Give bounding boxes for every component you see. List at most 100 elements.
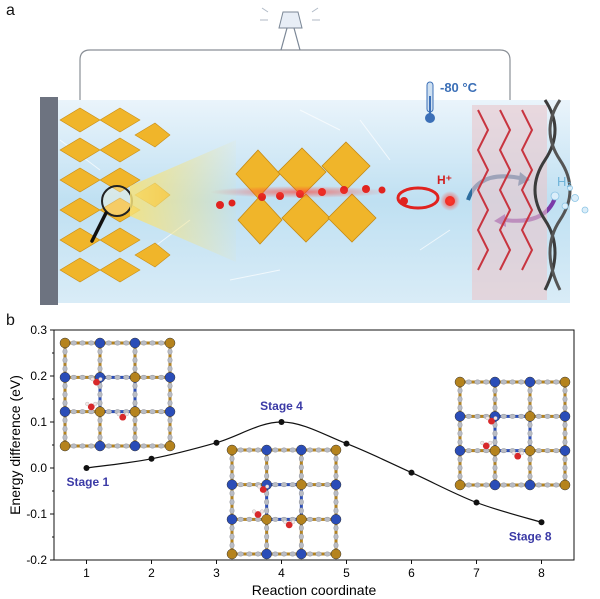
carbon-atom (333, 507, 339, 514)
left-electrode (40, 97, 58, 305)
chart-labels: Stage 1 Stage 4 Stage 8 (67, 399, 552, 543)
inset-stage-1 (59, 337, 176, 452)
carbon-atom (457, 438, 463, 446)
metal-node (129, 440, 141, 452)
carbon-atom (527, 438, 533, 446)
metal-node (94, 440, 106, 452)
oxygen-atom (488, 417, 495, 425)
carbon-atom (553, 482, 560, 488)
carbon-atom (123, 374, 130, 380)
metal-node (226, 514, 238, 525)
metal-node (454, 445, 466, 456)
carbon-atom (492, 456, 498, 463)
proton-label: H⁺ (437, 173, 452, 187)
hydrogen-atom (283, 519, 288, 524)
carbon-atom (132, 399, 138, 407)
carbon-atom (132, 382, 138, 390)
data-point (213, 439, 220, 446)
hydrogen-atom (98, 377, 103, 382)
y-tick-label: -0.2 (26, 553, 47, 567)
carbon-atom (509, 482, 516, 488)
carbon-atom (114, 340, 121, 346)
carbon-atom (79, 409, 86, 415)
oxygen-atom (514, 452, 522, 460)
carbon-atom (562, 430, 568, 437)
carbon-atom (527, 404, 533, 411)
hydrogen-atom (90, 377, 95, 382)
carbon-atom (246, 551, 253, 557)
carbon-atom (105, 409, 112, 415)
carbon-atom (237, 482, 244, 488)
carbon-atom (333, 464, 339, 471)
x-tick-label: 6 (408, 566, 415, 580)
metal-node (261, 444, 272, 456)
metal-node (59, 406, 71, 417)
carbon-atom (70, 374, 77, 380)
carbon-atom (298, 507, 304, 514)
carbon-atom (229, 533, 235, 540)
carbon-atom (474, 379, 481, 385)
carbon-atom (457, 430, 463, 437)
reactor-illustration (40, 7, 589, 305)
circuit-wire (79, 49, 511, 105)
oxygen-atom (93, 378, 100, 386)
inset-stage-8 (454, 376, 571, 491)
carbon-atom (289, 551, 296, 557)
carbon-atom (158, 409, 165, 415)
carbon-atom (97, 356, 103, 364)
carbon-atom (544, 379, 551, 385)
carbon-atom (140, 340, 147, 346)
stage-label: Stage 1 (67, 475, 110, 489)
carbon-atom (167, 365, 173, 372)
carbon-atom (254, 447, 262, 453)
x-tick-label: 2 (148, 566, 155, 580)
carbon-atom (298, 498, 304, 506)
carbon-atom (149, 340, 156, 346)
carbon-atom (158, 443, 165, 449)
carbon-atom (132, 365, 138, 372)
carbon-atom (97, 417, 103, 424)
carbon-atom (79, 340, 86, 346)
carbon-atom (527, 421, 533, 429)
carbon-atom (280, 551, 288, 557)
carbon-atom (474, 482, 481, 488)
carbon-atom (264, 455, 270, 462)
data-point (278, 419, 285, 425)
carbon-atom (264, 464, 270, 471)
metal-node (454, 376, 466, 388)
metal-node (164, 440, 176, 452)
hydrogen-atom (85, 401, 90, 406)
oxygen-atom (87, 403, 95, 411)
carbon-atom (509, 413, 516, 419)
carbon-atom (544, 448, 551, 454)
chart-axes: 1 2 3 4 5 6 7 8 -0.2 -0.1 0.0 0.1 0.2 0.3 Reaction coo… (7, 323, 575, 598)
carbon-atom (264, 472, 270, 480)
carbon-atom (132, 425, 138, 433)
carbon-atom (483, 482, 490, 488)
carbon-atom (553, 448, 560, 454)
carbon-atom (280, 482, 288, 488)
metal-node (129, 372, 141, 383)
metal-node (489, 479, 501, 491)
carbon-atom (492, 464, 498, 472)
metal-node (454, 479, 466, 491)
carbon-atom (527, 456, 533, 463)
carbon-atom (500, 413, 507, 419)
carbon-atom (167, 417, 173, 424)
carbon-atom (140, 409, 147, 415)
carbon-atom (333, 455, 339, 462)
carbon-atom (562, 421, 568, 429)
y-tick-label: -0.1 (26, 507, 47, 521)
carbon-atom (333, 472, 339, 480)
carbon-atom (465, 413, 472, 419)
carbon-atom (97, 348, 103, 355)
metal-node (164, 337, 176, 349)
carbon-atom (333, 498, 339, 506)
y-tick-label: 0.2 (30, 369, 47, 383)
carbon-atom (527, 430, 533, 437)
carbon-atom (492, 387, 498, 394)
carbon-atom (264, 542, 270, 549)
carbon-atom (97, 399, 103, 407)
y-tick-label: 0.3 (30, 323, 47, 337)
temperature-label: -80 °C (440, 80, 477, 95)
